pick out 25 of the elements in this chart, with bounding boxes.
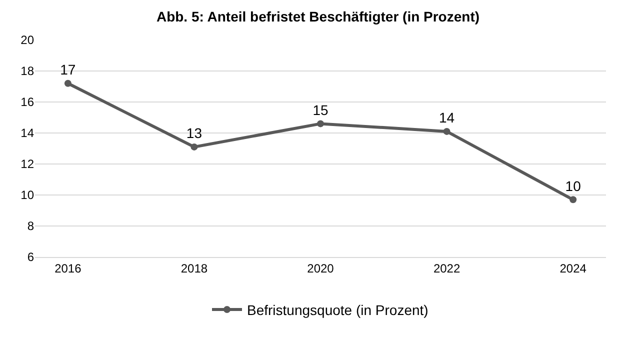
y-tick-label: 12 bbox=[20, 157, 34, 172]
y-tick-label: 10 bbox=[20, 188, 34, 202]
y-tick-label: 20 bbox=[20, 33, 34, 48]
data-label: 10 bbox=[565, 178, 582, 194]
y-tick-label: 6 bbox=[27, 250, 34, 264]
data-label: 17 bbox=[60, 62, 76, 78]
x-tick-label: 2024 bbox=[560, 261, 587, 276]
legend-label: Befristungsquote (in Prozent) bbox=[247, 302, 428, 318]
chart-title: Abb. 5: Anteil befristet Beschäftigter (in Prozent) bbox=[156, 8, 480, 25]
point bbox=[570, 196, 577, 204]
x-tick-label: 2022 bbox=[433, 261, 460, 276]
y-tick-label: 8 bbox=[27, 219, 34, 234]
data-label: 14 bbox=[439, 110, 455, 126]
y-tick-label: 16 bbox=[20, 95, 34, 110]
point bbox=[443, 128, 450, 135]
point bbox=[317, 120, 324, 128]
data-label: 13 bbox=[186, 125, 202, 142]
data-label: 15 bbox=[312, 102, 328, 118]
x-tick-label: 2018 bbox=[180, 261, 208, 276]
x-tick-label: 2020 bbox=[307, 261, 334, 276]
y-tick-label: 14 bbox=[20, 126, 34, 140]
point bbox=[64, 80, 72, 87]
point bbox=[190, 143, 198, 150]
y-tick-label: 18 bbox=[20, 64, 34, 78]
x-tick-label: 2016 bbox=[54, 261, 82, 276]
